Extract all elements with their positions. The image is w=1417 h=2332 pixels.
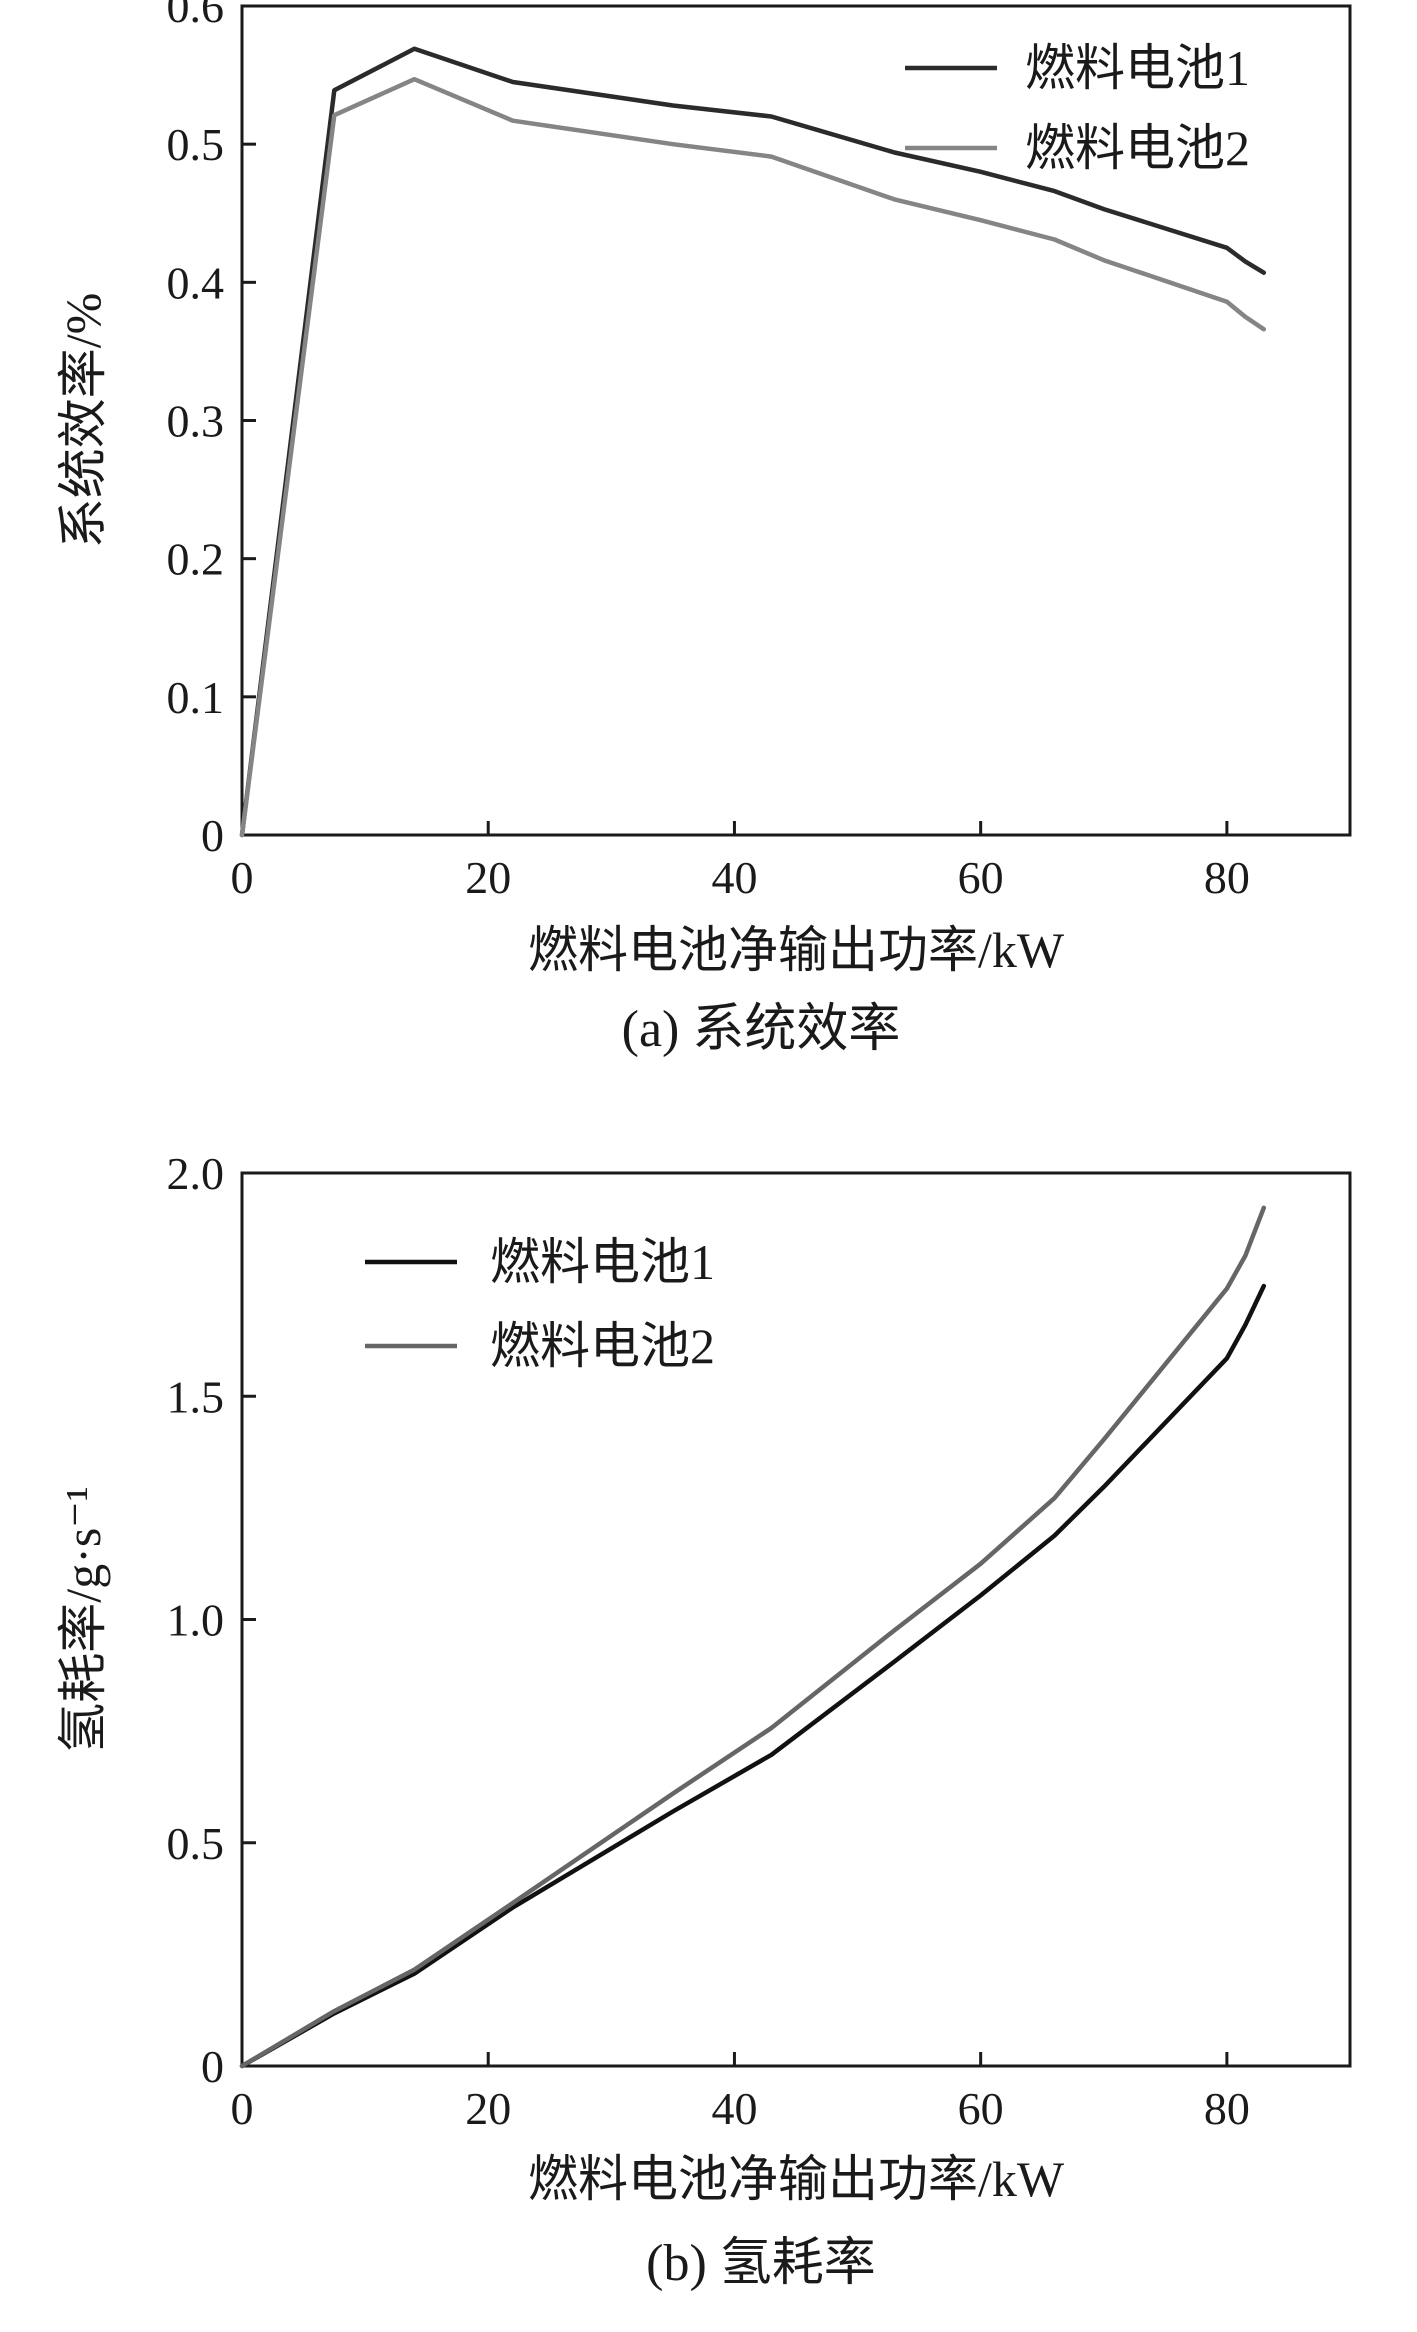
series-line-b-1 [239,1283,1267,2069]
chart-panel-b: 0 20 40 60 80 0 0.5 1.0 1.5 2.0 燃料电池1 燃料电池2 燃料电池净输出功… [55,1148,1352,2292]
x-tick-label-b: 0 [231,2083,254,2134]
y-tick-label-a: 0.2 [167,534,225,585]
y-tick-label-a: 0.1 [167,672,225,723]
series-line-a-2 [239,76,1267,838]
series-line-b-2 [239,1205,1267,2069]
x-axis-label-a: 燃料电池净输出功率/kW [528,922,1065,978]
chart-panel-a: 0 20 40 60 80 0 0.1 0.2 0.3 0.4 0.5 0.6 燃料电池1 燃料电池2 燃料… [55,0,1352,1058]
x-tick-label-b: 80 [1204,2083,1250,2134]
series-line-a-1 [239,46,1267,838]
chart-caption-b: (b) 氢耗率 [646,2235,876,2292]
y-tick-label-a: 0.4 [167,257,225,308]
y-tick-label-b: 0.5 [167,1818,225,1869]
y-axis-label-a: 系统效率/% [55,293,111,549]
legend-label-b-1: 燃料电池1 [490,1234,715,1290]
x-tick-label-a: 40 [711,852,757,903]
y-tick-label-a: 0 [201,810,224,861]
y-tick-label-b: 1.5 [167,1371,225,1422]
y-tick-label-b: 0 [201,2041,224,2092]
y-tick-label-b: 2.0 [167,1148,225,1199]
y-axis-label-b: 氢耗率/g·s⁻¹ [55,1486,111,1752]
y-tick-label-a: 0.6 [167,0,225,32]
x-tick-label-b: 40 [711,2083,757,2134]
chart-caption-a: (a) 系统效率 [622,1001,901,1058]
legend-label-a-1: 燃料电池1 [1025,40,1250,96]
y-tick-label-a: 0.5 [167,119,225,170]
y-tick-label-b: 1.0 [167,1595,225,1646]
x-tick-label-a: 0 [231,852,254,903]
plot-frame-b [240,1171,1352,2068]
legend-label-b-2: 燃料电池2 [490,1318,715,1374]
x-tick-label-a: 20 [465,852,511,903]
y-tick-label-a: 0.3 [167,396,225,447]
x-tick-label-a: 60 [958,852,1004,903]
x-tick-label-b: 60 [958,2083,1004,2134]
legend-label-a-2: 燃料电池2 [1025,120,1250,176]
x-tick-label-a: 80 [1204,852,1250,903]
x-tick-label-b: 20 [465,2083,511,2134]
x-axis-label-b: 燃料电池净输出功率/kW [528,2151,1065,2207]
